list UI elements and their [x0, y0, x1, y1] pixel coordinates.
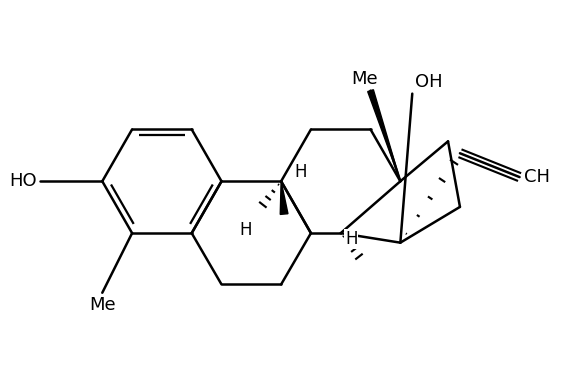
- Polygon shape: [281, 181, 288, 214]
- Text: H: H: [295, 163, 307, 181]
- Text: HO: HO: [9, 172, 37, 190]
- Text: Me: Me: [89, 296, 116, 314]
- Text: CH: CH: [524, 168, 550, 186]
- Text: OH: OH: [415, 73, 443, 91]
- Text: Me: Me: [351, 70, 378, 88]
- Text: H: H: [239, 221, 252, 239]
- Text: H: H: [345, 230, 358, 248]
- Polygon shape: [367, 90, 400, 181]
